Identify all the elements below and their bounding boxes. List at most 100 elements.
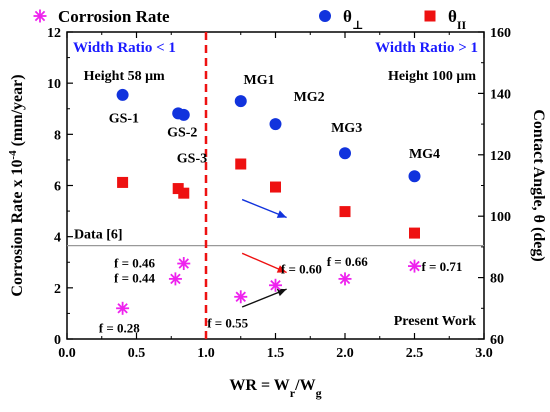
axis-titles: WR = Wr/Wg Corrosion Rate x 10-4 (mm/year… (7, 74, 547, 400)
x-tick-label: 3.0 (475, 346, 493, 361)
reference-line-label: Data [6] (74, 228, 123, 243)
trend-arrow-head (276, 210, 287, 218)
region-right-label: Width Ratio > 1 (375, 40, 478, 56)
asterisk-point (234, 290, 248, 304)
legend-label-text: θ (343, 7, 352, 26)
legend-label: θII (448, 7, 467, 32)
asterisk-stroke (339, 273, 351, 285)
asterisk-stroke (235, 291, 246, 303)
y-left-axis-title-part: Corrosion Rate x 10 (9, 160, 26, 297)
f-value-label: f = 0.44 (114, 271, 155, 286)
square-point (409, 227, 420, 239)
asterisk-point (168, 272, 182, 286)
f-value-label: f = 0.46 (114, 255, 155, 270)
y-right-tick-label: 160 (490, 26, 511, 41)
legend-label-text: θ (448, 7, 457, 26)
asterisk-stroke (170, 273, 181, 285)
height-left-label: Height 58 μm (84, 69, 165, 84)
f-value-label: f = 0.55 (207, 315, 248, 330)
circle-point (234, 95, 247, 108)
y-left-tick-label: 8 (54, 128, 61, 143)
y-left-axis-title: Corrosion Rate x 10-4 (mm/year) (7, 74, 26, 296)
asterisk-stroke (409, 260, 420, 272)
asterisk-point (177, 257, 191, 271)
trend-arrows (241, 198, 287, 308)
square-point (270, 181, 281, 193)
x-tick-label: 0.5 (128, 346, 146, 361)
legend-label: θ⊥ (343, 7, 363, 32)
y-right-tick-label: 120 (490, 149, 511, 164)
asterisk-stroke (178, 258, 189, 269)
trend-arrow-head (276, 265, 287, 273)
legend-asterisk-marker (33, 9, 47, 23)
y-right-tick-label: 80 (490, 272, 504, 287)
data-marks (116, 88, 421, 315)
x-axis-title: WR = Wr/Wg (229, 377, 321, 400)
y-left-tick-label: 4 (54, 231, 61, 246)
legend-label-text: Corrosion Rate (58, 7, 170, 26)
asterisk-point (408, 259, 421, 273)
sample-label: GS-2 (167, 125, 197, 140)
square-point (117, 176, 129, 188)
y-right-axis-title: Contact Angle, θ (deg) (530, 109, 547, 261)
y-right-tick-label: 140 (490, 87, 511, 102)
sample-label: GS-3 (177, 151, 207, 166)
x-axis-title-part: /W (294, 377, 315, 394)
circle-point (408, 170, 421, 183)
x-axis-title-part: WR = W (229, 377, 289, 394)
region-left-label: Width Ratio < 1 (73, 40, 176, 56)
present-work-label: Present Work (394, 314, 477, 329)
reference-line: Data [6] (67, 228, 484, 247)
legend-circle-marker (319, 10, 331, 22)
x-tick-label: 0.0 (58, 346, 76, 361)
asterisk-stroke (117, 303, 128, 314)
y-left-tick-label: 2 (54, 282, 61, 297)
asterisk-stroke (34, 10, 46, 22)
sample-label: MG4 (409, 147, 440, 162)
y-left-axis-title-part: -4 (7, 150, 19, 160)
circle-point (177, 108, 190, 121)
x-tick-label: 1.0 (197, 346, 215, 361)
asterisk-point (338, 272, 352, 286)
legend-label: Corrosion Rate (58, 7, 170, 26)
f-value-label: f = 0.66 (327, 254, 368, 269)
sample-label: GS-1 (109, 112, 139, 127)
asterisk-point (269, 278, 282, 292)
x-axis-title-part: r (290, 386, 296, 400)
f-value-label: f = 0.71 (421, 259, 462, 274)
x-tick-label: 2.0 (336, 346, 354, 361)
height-right-label: Height 100 μm (388, 69, 476, 84)
x-tick-label: 1.5 (267, 346, 285, 361)
x-axis-title-part: g (316, 386, 322, 400)
y-left-tick-label: 10 (47, 77, 61, 92)
legend: Corrosion Rate θ⊥ θII (33, 7, 467, 32)
y-right-tick-label: 60 (490, 333, 504, 348)
legend-square-marker (424, 10, 436, 22)
legend-label-subscript: II (457, 18, 467, 32)
y-left-tick-label: 12 (47, 26, 61, 41)
asterisk-stroke (270, 280, 281, 291)
sample-label: MG3 (331, 121, 362, 136)
x-tick-label: 2.5 (406, 346, 424, 361)
circle-point (116, 88, 129, 101)
annotations: Width Ratio < 1 Width Ratio > 1 Height 58 … (73, 40, 478, 335)
sample-label: MG2 (294, 90, 325, 105)
square-point (235, 158, 247, 170)
y-right-tick-label: 100 (490, 210, 511, 225)
axis-ticks: 0.0 0.5 1.0 1.5 2.0 2.5 3.0 0 2 4 6 8 10 12 60 80 100 120… (47, 26, 511, 361)
f-value-label: f = 0.28 (99, 320, 140, 335)
sample-label: MG1 (244, 73, 275, 88)
asterisk-point (116, 301, 130, 315)
square-point (339, 206, 351, 218)
square-point (172, 183, 184, 195)
circle-point (339, 147, 351, 160)
circle-point (269, 118, 282, 131)
y-left-tick-label: 6 (54, 180, 61, 195)
legend-label-subscript: ⊥ (352, 18, 364, 32)
y-left-axis-title-part: (mm/year) (9, 74, 26, 150)
trend-arrow-head (276, 288, 287, 297)
y-left-tick-label: 0 (54, 333, 61, 348)
square-point (178, 187, 190, 199)
f-value-label: f = 0.60 (281, 262, 322, 277)
